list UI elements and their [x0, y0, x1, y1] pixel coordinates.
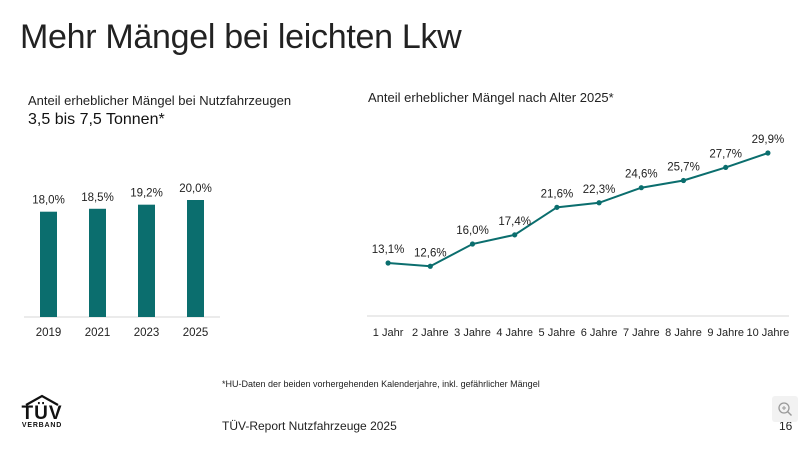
bar-2025 — [187, 200, 204, 317]
logo-roof-icon — [25, 394, 59, 406]
bar-chart-title: Anteil erheblicher Mängel bei Nutzfahrze… — [28, 93, 292, 108]
line-x-tick-label: 8 Jahre — [665, 327, 702, 339]
line-value-label: 22,3% — [583, 184, 616, 196]
line-value-label: 12,6% — [414, 247, 447, 259]
line-x-tick-label: 3 Jahre — [454, 327, 491, 339]
line-point-1 — [385, 260, 391, 266]
bar-value-label: 20,0% — [179, 183, 212, 195]
zoom-in-button[interactable] — [772, 396, 798, 422]
page-number: 16 — [779, 419, 793, 433]
line-x-tick-label: 1 Jahr — [373, 327, 404, 339]
bar-2019 — [40, 211, 57, 317]
line-x-tick-label: 9 Jahre — [707, 327, 744, 339]
line-x-tick-label: 10 Jahre — [746, 327, 789, 339]
line-point-3 — [469, 241, 476, 247]
line-x-tick-label: 7 Jahre — [623, 327, 660, 339]
bar-2023 — [138, 204, 155, 317]
line-value-label: 16,0% — [456, 225, 489, 237]
line-point-9 — [723, 164, 729, 171]
line-point-4 — [512, 232, 518, 238]
bar-value-label: 18,0% — [32, 195, 65, 207]
line-point-10 — [765, 150, 771, 156]
line-point-5 — [554, 204, 560, 210]
report-name: TÜV-Report Nutzfahrzeuge 2025 — [222, 419, 397, 433]
line-value-label: 27,7% — [709, 148, 742, 160]
line-point-6 — [596, 200, 602, 206]
line-x-tick-label: 4 Jahre — [496, 327, 533, 339]
line-value-label: 25,7% — [667, 162, 700, 174]
line-x-tick-label: 6 Jahre — [581, 327, 618, 339]
line-x-tick-label: 5 Jahre — [539, 327, 576, 339]
line-chart-title: Anteil erheblicher Mängel nach Alter 202… — [368, 90, 614, 105]
line-series — [388, 152, 769, 268]
logo-sub-text: VERBAND — [21, 422, 63, 429]
bar-x-tick-label: 2019 — [36, 327, 62, 339]
tuev-logo: TÜV VERBAND — [18, 394, 66, 435]
zoom-in-icon — [778, 402, 792, 416]
line-value-label: 29,9% — [752, 134, 785, 146]
line-value-label: 24,6% — [625, 169, 658, 181]
line-x-tick-label: 2 Jahre — [412, 327, 449, 339]
bar-2021 — [89, 208, 106, 317]
footnote: *HU-Daten der beiden vorhergehenden Kale… — [222, 379, 540, 389]
bar-x-tick-label: 2025 — [183, 327, 209, 339]
line-point-7 — [638, 185, 644, 191]
bar-value-label: 18,5% — [81, 192, 114, 204]
logo-main-text: TÜV — [21, 403, 63, 424]
line-value-label: 13,1% — [372, 244, 405, 256]
page-title: Mehr Mängel bei leichten Lkw — [20, 18, 462, 56]
bar-x-tick-label: 2023 — [134, 327, 160, 339]
line-value-label: 17,4% — [498, 216, 531, 228]
line-point-8 — [680, 177, 687, 184]
bar-chart-subtitle: 3,5 bis 7,5 Tonnen* — [28, 111, 165, 128]
bar-x-tick-label: 2021 — [85, 327, 111, 339]
bar-value-label: 19,2% — [130, 188, 163, 200]
line-value-label: 21,6% — [541, 188, 574, 200]
line-point-2 — [427, 263, 433, 269]
